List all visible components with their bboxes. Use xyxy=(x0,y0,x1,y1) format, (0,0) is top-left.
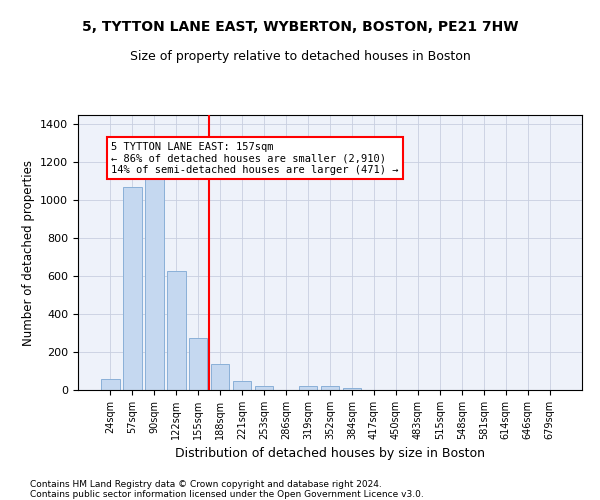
Y-axis label: Number of detached properties: Number of detached properties xyxy=(22,160,35,346)
Bar xyxy=(211,364,229,390)
Bar xyxy=(101,378,119,390)
Bar xyxy=(320,386,340,390)
Bar xyxy=(233,382,251,390)
Bar xyxy=(145,171,164,390)
Bar xyxy=(255,386,274,390)
Bar xyxy=(299,386,317,390)
X-axis label: Distribution of detached houses by size in Boston: Distribution of detached houses by size … xyxy=(175,448,485,460)
Text: Contains HM Land Registry data © Crown copyright and database right 2024.
Contai: Contains HM Land Registry data © Crown c… xyxy=(30,480,424,500)
Bar xyxy=(123,187,142,390)
Bar xyxy=(343,388,361,390)
Text: 5, TYTTON LANE EAST, WYBERTON, BOSTON, PE21 7HW: 5, TYTTON LANE EAST, WYBERTON, BOSTON, P… xyxy=(82,20,518,34)
Bar xyxy=(167,270,185,390)
Text: Size of property relative to detached houses in Boston: Size of property relative to detached ho… xyxy=(130,50,470,63)
Text: 5 TYTTON LANE EAST: 157sqm
← 86% of detached houses are smaller (2,910)
14% of s: 5 TYTTON LANE EAST: 157sqm ← 86% of deta… xyxy=(112,142,399,175)
Bar xyxy=(189,338,208,390)
